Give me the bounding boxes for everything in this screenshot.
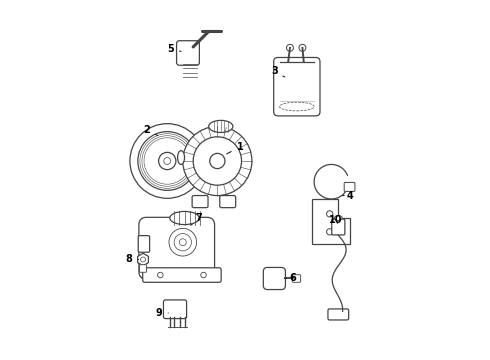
- FancyBboxPatch shape: [176, 41, 199, 65]
- Circle shape: [201, 272, 206, 278]
- FancyBboxPatch shape: [328, 309, 349, 320]
- Circle shape: [142, 136, 193, 186]
- FancyBboxPatch shape: [332, 219, 345, 235]
- Circle shape: [141, 257, 146, 262]
- Polygon shape: [138, 253, 148, 266]
- Circle shape: [326, 211, 333, 217]
- Polygon shape: [313, 199, 350, 244]
- Circle shape: [193, 137, 242, 185]
- Ellipse shape: [209, 120, 233, 132]
- FancyBboxPatch shape: [143, 268, 221, 282]
- Ellipse shape: [177, 150, 185, 165]
- FancyBboxPatch shape: [274, 58, 320, 116]
- FancyBboxPatch shape: [139, 217, 215, 279]
- Circle shape: [179, 239, 186, 246]
- FancyBboxPatch shape: [140, 265, 147, 272]
- Ellipse shape: [170, 211, 199, 225]
- FancyBboxPatch shape: [192, 195, 208, 208]
- FancyBboxPatch shape: [344, 183, 355, 192]
- Text: 4: 4: [343, 190, 354, 201]
- FancyBboxPatch shape: [220, 195, 236, 208]
- Text: 10: 10: [329, 215, 343, 225]
- Circle shape: [210, 153, 225, 168]
- Circle shape: [287, 44, 294, 51]
- Circle shape: [159, 152, 176, 170]
- Circle shape: [158, 272, 163, 278]
- Text: 1: 1: [227, 142, 243, 154]
- Ellipse shape: [335, 215, 342, 221]
- Circle shape: [174, 234, 192, 251]
- Circle shape: [299, 44, 306, 51]
- Text: 9: 9: [156, 308, 168, 318]
- Text: 8: 8: [126, 255, 139, 265]
- Text: 5: 5: [167, 44, 181, 54]
- Circle shape: [169, 228, 196, 256]
- Circle shape: [144, 138, 191, 184]
- Circle shape: [130, 124, 204, 198]
- FancyBboxPatch shape: [293, 275, 301, 282]
- Circle shape: [183, 126, 252, 195]
- Ellipse shape: [280, 102, 314, 111]
- Text: 3: 3: [271, 66, 285, 77]
- Circle shape: [164, 158, 171, 165]
- Text: 6: 6: [285, 274, 296, 283]
- FancyBboxPatch shape: [164, 300, 187, 319]
- Text: 7: 7: [192, 213, 202, 225]
- FancyBboxPatch shape: [263, 267, 286, 289]
- Circle shape: [138, 132, 196, 190]
- Text: 2: 2: [143, 125, 158, 136]
- Circle shape: [326, 229, 333, 235]
- FancyBboxPatch shape: [138, 236, 149, 252]
- Circle shape: [140, 134, 195, 188]
